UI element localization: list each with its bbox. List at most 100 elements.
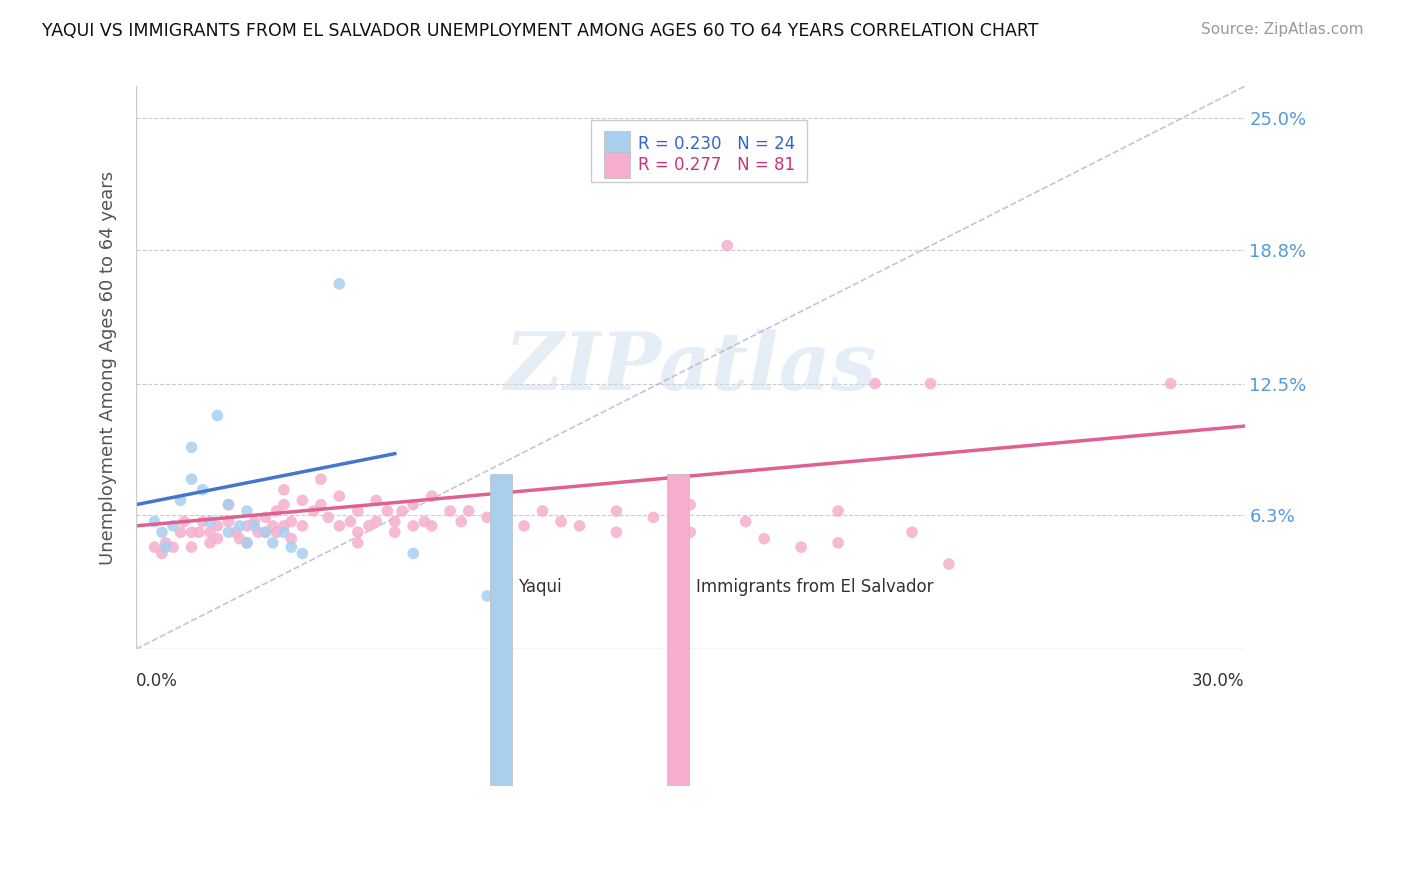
Point (187, 525, 209, 540)
Text: Source: ZipAtlas.com: Source: ZipAtlas.com (1201, 22, 1364, 37)
Point (413, 515, 436, 529)
Point (243, 519, 266, 533)
Point (827, 504, 849, 518)
Point (309, 498, 332, 512)
Point (531, 504, 554, 518)
Point (162, 540, 184, 554)
FancyBboxPatch shape (591, 120, 807, 182)
Point (346, 536, 368, 550)
Point (450, 515, 472, 529)
Point (228, 532, 250, 546)
Point (262, 536, 284, 550)
Point (475, 510, 498, 524)
Point (495, 493, 517, 508)
Point (150, 546, 173, 560)
Point (247, 525, 270, 540)
Point (243, 515, 266, 529)
Point (236, 519, 259, 533)
Point (754, 532, 776, 546)
Text: Immigrants from El Salvador: Immigrants from El Salvador (696, 578, 934, 596)
Point (207, 409, 229, 423)
Text: 30.0%: 30.0% (1192, 672, 1244, 690)
Point (384, 525, 406, 540)
Point (346, 504, 368, 518)
Point (273, 525, 295, 540)
Point (236, 536, 259, 550)
Point (827, 536, 849, 550)
Point (716, 238, 738, 252)
Point (207, 519, 229, 533)
Point (391, 504, 413, 518)
Point (207, 532, 229, 546)
Text: ZIPatlas: ZIPatlas (505, 329, 876, 407)
Point (191, 515, 214, 529)
Point (155, 536, 177, 550)
Point (291, 519, 314, 533)
Point (225, 525, 247, 540)
Point (420, 489, 443, 503)
Point (439, 504, 461, 518)
Point (218, 498, 240, 512)
Point (402, 498, 425, 512)
Point (155, 540, 177, 554)
Point (254, 525, 277, 540)
Point (291, 546, 314, 560)
Text: YAQUI VS IMMIGRANTS FROM EL SALVADOR UNEMPLOYMENT AMONG AGES 60 TO 64 YEARS CORR: YAQUI VS IMMIGRANTS FROM EL SALVADOR UNE… (42, 22, 1039, 40)
Point (550, 515, 572, 529)
Point (273, 483, 295, 497)
Point (316, 510, 339, 524)
Point (198, 515, 221, 529)
Point (302, 504, 325, 518)
Point (262, 519, 284, 533)
Point (280, 540, 302, 554)
Point (266, 525, 288, 540)
Point (328, 489, 350, 503)
Point (180, 472, 202, 486)
Text: R = 0.230   N = 24: R = 0.230 N = 24 (638, 136, 796, 153)
Point (198, 525, 221, 540)
Point (218, 515, 240, 529)
Point (402, 546, 425, 560)
Point (734, 515, 756, 529)
Point (457, 504, 479, 518)
Point (938, 557, 960, 571)
Point (150, 525, 173, 540)
Point (346, 525, 368, 540)
Point (679, 525, 702, 540)
Point (180, 525, 202, 540)
Point (328, 519, 350, 533)
Point (339, 515, 361, 529)
Point (366, 515, 388, 529)
Point (375, 504, 398, 518)
Point (513, 519, 536, 533)
Text: Yaqui: Yaqui (519, 578, 562, 596)
Point (790, 540, 813, 554)
Point (254, 525, 277, 540)
Point (180, 440, 202, 454)
Point (143, 540, 166, 554)
FancyBboxPatch shape (603, 131, 630, 158)
Point (273, 519, 295, 533)
Point (863, 376, 886, 391)
Point (228, 519, 250, 533)
Point (366, 493, 388, 508)
Point (357, 519, 380, 533)
Text: 0.0%: 0.0% (136, 672, 179, 690)
Point (901, 525, 924, 540)
Point (605, 525, 627, 540)
Point (169, 493, 191, 508)
Text: R = 0.277   N = 81: R = 0.277 N = 81 (638, 156, 796, 174)
Point (1160, 376, 1182, 391)
Point (218, 525, 240, 540)
Point (191, 483, 214, 497)
Point (180, 540, 202, 554)
Point (402, 519, 425, 533)
Point (679, 498, 702, 512)
Point (169, 525, 191, 540)
FancyBboxPatch shape (666, 474, 689, 785)
Point (273, 498, 295, 512)
Point (309, 472, 332, 486)
Point (384, 515, 406, 529)
Point (920, 376, 942, 391)
Point (218, 498, 240, 512)
